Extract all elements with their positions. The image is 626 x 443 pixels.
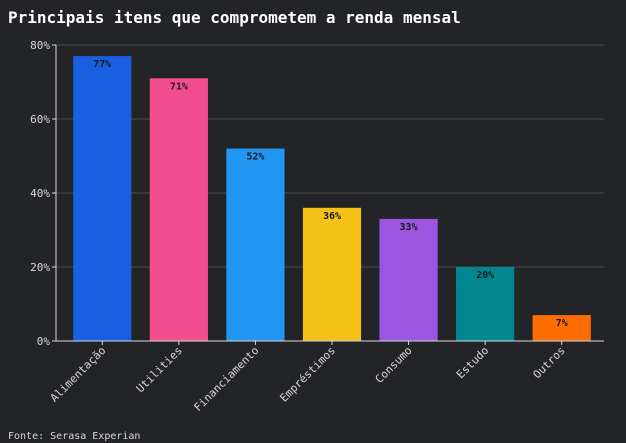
bar-5 xyxy=(456,267,515,341)
category-label-0: Alimentação xyxy=(48,344,109,405)
data-labels: 77% 71% 52% 36% 33% 20% 7% xyxy=(93,59,567,329)
category-label-5: Estudo xyxy=(454,344,491,381)
data-label-0: 77% xyxy=(93,59,111,70)
bar-6 xyxy=(532,315,591,341)
bar-0 xyxy=(73,56,132,341)
bar-4 xyxy=(379,218,438,341)
bar-1 xyxy=(149,78,208,342)
data-label-6: 7% xyxy=(556,318,568,329)
source-note: Fonte: Serasa Experian xyxy=(8,431,140,442)
y-tick-label: 0% xyxy=(37,335,51,348)
category-label-6: Outros xyxy=(531,344,568,381)
bars xyxy=(73,56,591,342)
category-label-1: Utilities xyxy=(134,344,185,395)
y-tick-label: 80% xyxy=(30,39,50,52)
data-label-5: 20% xyxy=(476,270,494,281)
y-tick-label: 20% xyxy=(30,261,50,274)
y-tick-label: 60% xyxy=(30,113,50,126)
y-tick-label: 40% xyxy=(30,187,50,200)
x-axis: Alimentação Utilities Financiamento Emprést… xyxy=(48,340,604,414)
bar-3 xyxy=(302,207,362,341)
y-axis: 0% 20% 40% 60% 80% xyxy=(30,39,57,348)
data-label-4: 33% xyxy=(400,222,418,233)
category-label-4: Consumo xyxy=(373,344,415,386)
category-label-3: Empréstimos xyxy=(277,344,338,405)
bar-2 xyxy=(226,148,285,341)
chart-title: Principais itens que comprometem a renda… xyxy=(8,8,461,27)
category-label-2: Financiamento xyxy=(191,344,261,414)
data-label-2: 52% xyxy=(246,152,264,163)
data-label-1: 71% xyxy=(170,81,188,92)
data-label-3: 36% xyxy=(323,211,341,222)
